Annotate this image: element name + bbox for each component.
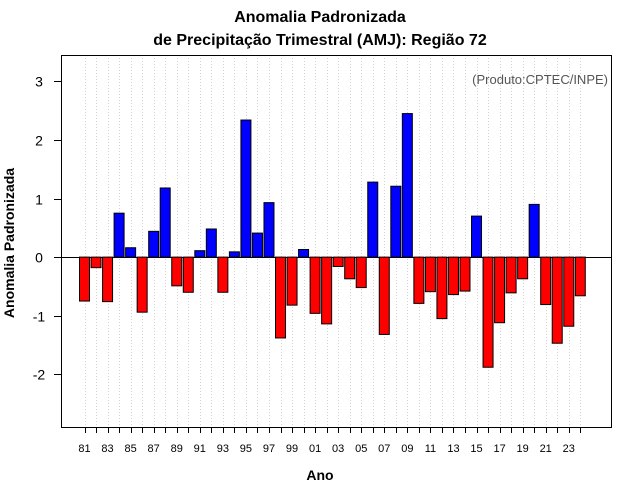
- y-tick-label: 2: [35, 133, 43, 149]
- x-tick-label: 93: [217, 443, 229, 455]
- bar-16: [482, 256, 494, 368]
- x-tick-label: 19: [517, 443, 529, 455]
- bar-96: [251, 232, 263, 258]
- x-axis: 81 83 85 87 89 91 93 95 97 99 01 03 05 07 09 11 13 15 17 19…: [78, 427, 581, 455]
- y-tick-label: 3: [35, 74, 43, 90]
- x-tick-label: 23: [563, 443, 575, 455]
- x-tick-label: 17: [493, 443, 505, 455]
- x-tick-label: 07: [378, 443, 390, 455]
- bar-21: [540, 256, 552, 306]
- x-tick-label: 21: [540, 443, 552, 455]
- bar-19: [517, 256, 529, 280]
- source-annotation: (Produto:CPTEC/INPE): [472, 72, 608, 87]
- bar-92: [205, 228, 217, 258]
- chart-subtitle: de Precipitação Trimestral (AMJ): Região…: [153, 32, 487, 49]
- bar-05: [355, 256, 367, 289]
- bar-13: [447, 256, 459, 296]
- bar-15: [471, 215, 483, 258]
- bar-82: [90, 256, 102, 269]
- bar-87: [148, 230, 160, 258]
- bar-95: [240, 119, 252, 258]
- x-tick-label: 87: [148, 443, 160, 455]
- bar-90: [182, 256, 194, 293]
- bar-84: [113, 212, 125, 258]
- bar-08: [390, 185, 402, 258]
- x-tick-label: 91: [194, 443, 206, 455]
- bar-00: [298, 248, 310, 258]
- bar-88: [159, 187, 171, 258]
- x-tick-label: 85: [124, 443, 136, 455]
- bar-02: [321, 256, 333, 325]
- x-tick-label: 15: [470, 443, 482, 455]
- bar-81: [79, 256, 90, 302]
- bar-93: [217, 256, 229, 293]
- x-tick-label: 89: [171, 443, 183, 455]
- bar-85: [125, 247, 137, 258]
- bar-20: [528, 203, 540, 258]
- y-tick-label: -1: [33, 309, 46, 325]
- x-tick-label: 95: [240, 443, 252, 455]
- x-tick-label: 05: [355, 443, 367, 455]
- bar-07: [378, 256, 390, 335]
- x-tick-label: 97: [263, 443, 275, 455]
- bar-86: [136, 256, 148, 313]
- bar-83: [102, 256, 114, 303]
- x-tick-label: 09: [401, 443, 413, 455]
- bar-17: [494, 256, 506, 324]
- x-tick-label: 01: [309, 443, 321, 455]
- bar-98: [275, 256, 287, 339]
- bar-22: [551, 256, 563, 344]
- bar-94: [228, 251, 240, 258]
- y-tick-label: 1: [35, 192, 43, 208]
- x-tick-label: 13: [447, 443, 459, 455]
- bar-09: [401, 113, 413, 258]
- x-tick-label: 03: [332, 443, 344, 455]
- x-axis-label: Ano: [306, 467, 334, 483]
- bar-04: [344, 256, 356, 280]
- bar-99: [286, 256, 298, 306]
- x-tick-label: 81: [78, 443, 90, 455]
- plot-frame: [61, 55, 612, 428]
- x-tick-label: 11: [425, 443, 436, 455]
- bar-01: [309, 256, 321, 314]
- bar-91: [194, 250, 206, 258]
- bar-97: [263, 202, 275, 258]
- bar-18: [505, 256, 517, 294]
- bar-23: [563, 256, 575, 327]
- bar-24: [574, 256, 586, 297]
- x-tick-label: 83: [101, 443, 113, 455]
- bars: [79, 113, 586, 368]
- bar-12: [436, 256, 448, 320]
- chart-title: Anomalia Padronizada: [234, 9, 406, 26]
- x-tick-label: 99: [286, 443, 298, 455]
- y-axis: -2 -1 0 1 2 3: [33, 74, 61, 383]
- bar-06: [367, 181, 379, 258]
- y-tick-label: -2: [33, 367, 46, 383]
- bar-14: [459, 256, 471, 292]
- bar-11: [424, 256, 436, 293]
- y-axis-label: Anomalia Padronizada: [1, 167, 17, 319]
- y-tick-label: 0: [35, 250, 43, 266]
- bar-10: [413, 256, 425, 304]
- bar-89: [171, 256, 183, 287]
- bar-03: [332, 256, 344, 267]
